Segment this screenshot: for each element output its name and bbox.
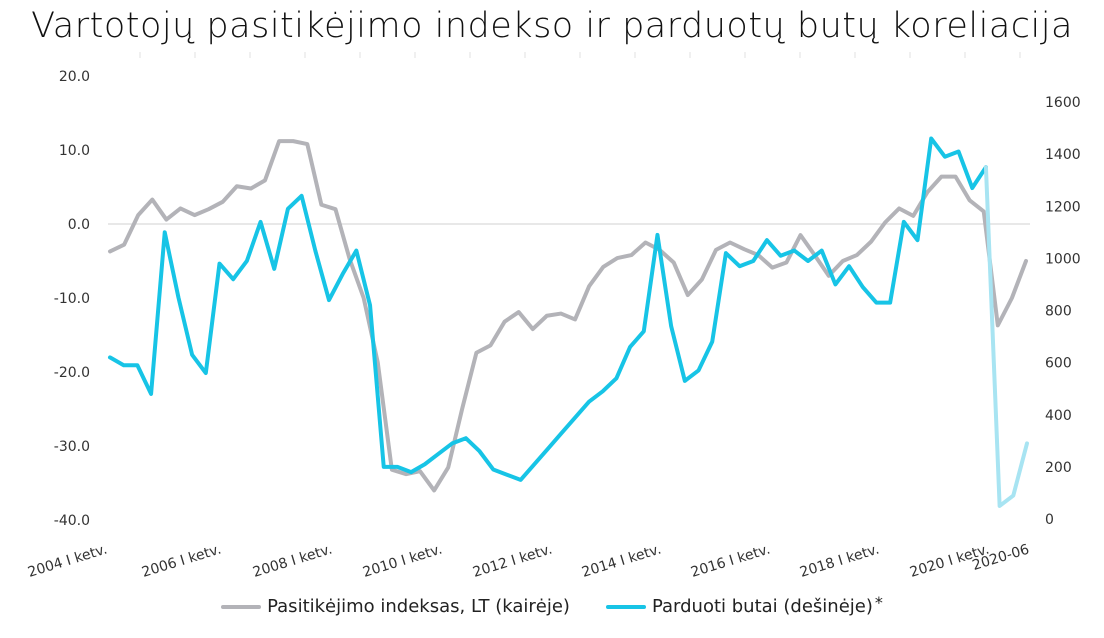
- left-tick-label: -10.0: [54, 291, 90, 307]
- right-tick-label: 800: [1045, 304, 1072, 320]
- series-layer: [108, 136, 1029, 508]
- right-tick-label: 200: [1045, 460, 1072, 476]
- x-tick-label: 2006 I ketv.: [140, 542, 223, 581]
- series-line-confidence-index: [108, 139, 1028, 493]
- right-tick-label: 1600: [1045, 95, 1081, 111]
- right-tick-label: 1400: [1045, 147, 1081, 163]
- left-tick-label: 20.0: [59, 69, 90, 85]
- series-line-apartments-sold-preliminary: [983, 165, 1029, 508]
- left-tick-label: 10.0: [59, 143, 90, 159]
- legend-item-confidence-index: Pasitikėjimo indeksas, LT (kairėje): [221, 596, 570, 617]
- legend: Pasitikėjimo indeksas, LT (kairėje) Pard…: [0, 593, 1104, 617]
- legend-asterisk: *: [874, 593, 883, 612]
- right-tick-label: 400: [1045, 408, 1072, 424]
- left-tick-label: 0.0: [68, 217, 90, 233]
- legend-item-apartments-sold: Parduoti butai (dešinėje) *: [605, 593, 883, 617]
- legend-swatch-confidence-index: [221, 604, 262, 609]
- right-tick-label: 1000: [1045, 251, 1081, 267]
- x-tick-label: 2014 I ketv.: [580, 542, 663, 581]
- x-axis: 2004 I ketv. 2006 I ketv. 2008 I ketv. 2010…: [26, 541, 1031, 580]
- x-tick-label: 2008 I ketv.: [251, 542, 334, 581]
- right-y-axis: 1600 1400 1200 1000 800 600 400 200 0: [1045, 95, 1081, 528]
- x-tick-label: 2012 I ketv.: [471, 542, 554, 581]
- x-tick-label: 2010 I ketv.: [361, 542, 444, 581]
- x-tick-label: 2016 I ketv.: [689, 542, 772, 581]
- x-tick-label: 2004 I ketv.: [26, 542, 109, 581]
- grid-layer: [108, 52, 1030, 225]
- left-y-axis: 20.0 10.0 0.0 -10.0 -20.0 -30.0 -40.0: [54, 69, 90, 529]
- left-tick-label: -30.0: [54, 439, 90, 455]
- legend-swatch-apartments-sold: [605, 604, 646, 609]
- left-tick-label: -40.0: [54, 513, 90, 529]
- right-tick-label: 600: [1045, 356, 1072, 372]
- x-tick-label: 2018 I ketv.: [798, 542, 881, 581]
- legend-label-confidence-index: Pasitikėjimo indeksas, LT (kairėje): [267, 596, 570, 617]
- series-line-apartments-sold: [108, 136, 988, 482]
- legend-label-apartments-sold: Parduoti butai (dešinėje): [651, 596, 873, 617]
- left-tick-label: -20.0: [54, 365, 90, 381]
- right-tick-label: 1200: [1045, 199, 1081, 215]
- chart-title: Vartotojų pasitikėjimo indekso ir parduo…: [31, 6, 1073, 46]
- right-tick-label: 0: [1045, 512, 1054, 528]
